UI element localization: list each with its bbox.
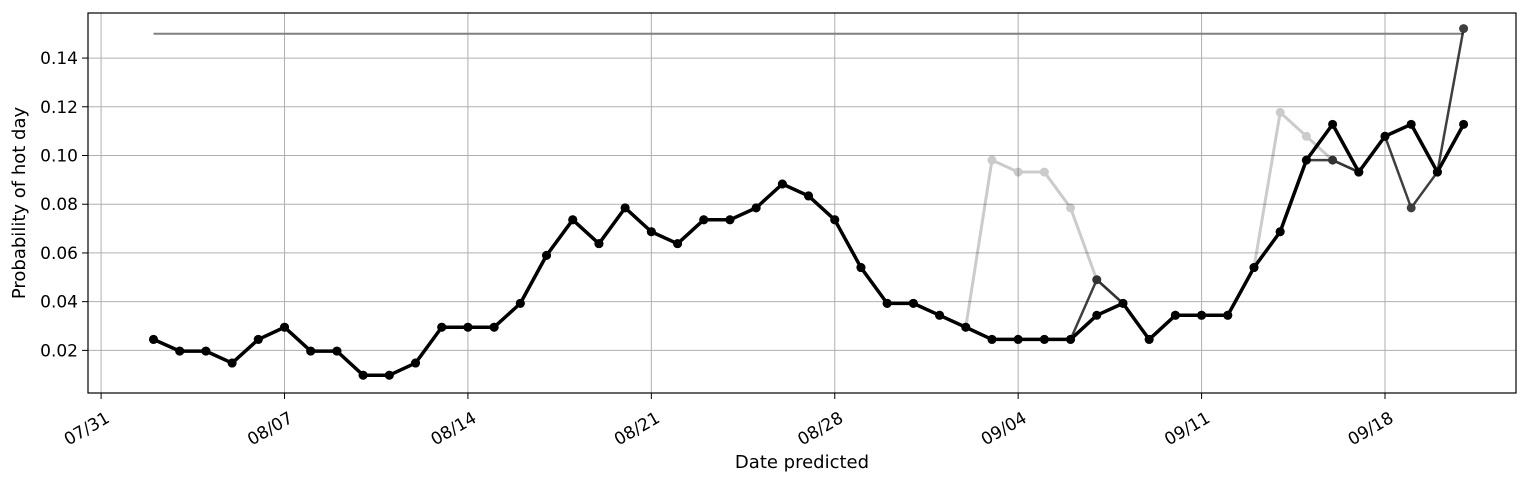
data-point — [1066, 203, 1076, 213]
data-point — [1459, 119, 1469, 129]
y-tick-label: 0.12 — [40, 98, 78, 118]
data-point — [437, 322, 447, 332]
data-point — [1197, 310, 1207, 320]
data-point — [1066, 334, 1076, 344]
data-point — [1301, 131, 1311, 141]
data-point — [568, 215, 578, 225]
data-point — [253, 334, 263, 344]
data-point — [1223, 310, 1233, 320]
data-point — [777, 179, 787, 189]
data-point — [358, 370, 368, 380]
y-axis-label: Probability of hot day — [9, 107, 30, 300]
data-point — [1328, 119, 1338, 129]
data-point — [332, 346, 342, 356]
data-point — [1328, 155, 1338, 165]
data-point — [673, 239, 683, 249]
data-point — [646, 227, 656, 237]
data-point — [1170, 310, 1180, 320]
y-tick-label: 0.10 — [40, 147, 78, 167]
data-point — [1301, 155, 1311, 165]
data-point — [1039, 167, 1049, 177]
data-point — [1118, 298, 1128, 308]
data-point — [804, 191, 814, 201]
data-point — [489, 322, 499, 332]
data-point — [1406, 203, 1416, 213]
data-point — [280, 322, 290, 332]
data-point — [1380, 131, 1390, 141]
x-axis-ticks: 07/31 08/07 08/14 08/21 08/28 09/04 09/11 09/18 — [61, 393, 1397, 450]
y-tick-label: 0.06 — [40, 244, 78, 264]
data-point — [1432, 167, 1442, 177]
data-point — [1249, 263, 1259, 273]
data-point — [1092, 310, 1102, 320]
x-tick-label: 08/14 — [428, 408, 480, 450]
series-line — [152, 122, 1466, 377]
y-tick-label: 0.02 — [40, 341, 78, 361]
axes-frame — [87, 12, 1517, 394]
data-point — [987, 334, 997, 344]
data-point — [882, 298, 892, 308]
x-tick-label: 09/18 — [1345, 408, 1397, 450]
x-tick-label: 09/04 — [978, 408, 1030, 450]
data-point — [908, 298, 918, 308]
data-point — [751, 203, 761, 213]
data-point — [830, 215, 840, 225]
x-tick-label: 08/07 — [244, 408, 296, 450]
data-point — [1013, 334, 1023, 344]
data-point — [463, 322, 473, 332]
data-point — [1092, 275, 1102, 285]
data-point — [620, 203, 630, 213]
plot-area — [149, 24, 1469, 380]
data-point — [1144, 334, 1154, 344]
data-point — [725, 215, 735, 225]
x-axis-label: Date predicted — [735, 452, 869, 473]
x-tick-label: 09/11 — [1161, 408, 1213, 450]
series-line — [152, 110, 1465, 377]
data-point — [384, 370, 394, 380]
data-point — [1354, 167, 1364, 177]
data-point — [1039, 334, 1049, 344]
y-tick-label: 0.08 — [40, 195, 78, 215]
data-point — [961, 322, 971, 332]
data-point — [201, 346, 211, 356]
grid-lines — [88, 13, 1516, 393]
data-point — [1406, 119, 1416, 129]
data-point — [1459, 24, 1469, 34]
data-point — [175, 346, 185, 356]
data-point — [1013, 167, 1023, 177]
series-2 — [149, 24, 1469, 380]
data-point — [306, 346, 316, 356]
y-tick-label: 0.04 — [40, 293, 78, 313]
data-point — [935, 310, 945, 320]
data-point — [856, 263, 866, 273]
data-point — [542, 250, 552, 260]
data-point — [987, 155, 997, 165]
data-point — [594, 239, 604, 249]
data-point — [515, 298, 525, 308]
x-tick-label: 07/31 — [61, 408, 113, 450]
series-3 — [149, 119, 1469, 380]
data-point — [411, 358, 421, 368]
y-axis-ticks: 0.02 0.04 0.06 0.08 0.10 0.12 0.14 — [40, 49, 88, 361]
x-tick-label: 08/21 — [611, 408, 663, 450]
y-tick-label: 0.14 — [40, 49, 78, 69]
data-point — [227, 358, 237, 368]
data-point — [149, 334, 159, 344]
data-point — [1275, 227, 1285, 237]
data-point — [699, 215, 709, 225]
data-point — [1275, 107, 1285, 117]
series-line — [152, 28, 1465, 377]
x-tick-label: 08/28 — [794, 408, 846, 450]
